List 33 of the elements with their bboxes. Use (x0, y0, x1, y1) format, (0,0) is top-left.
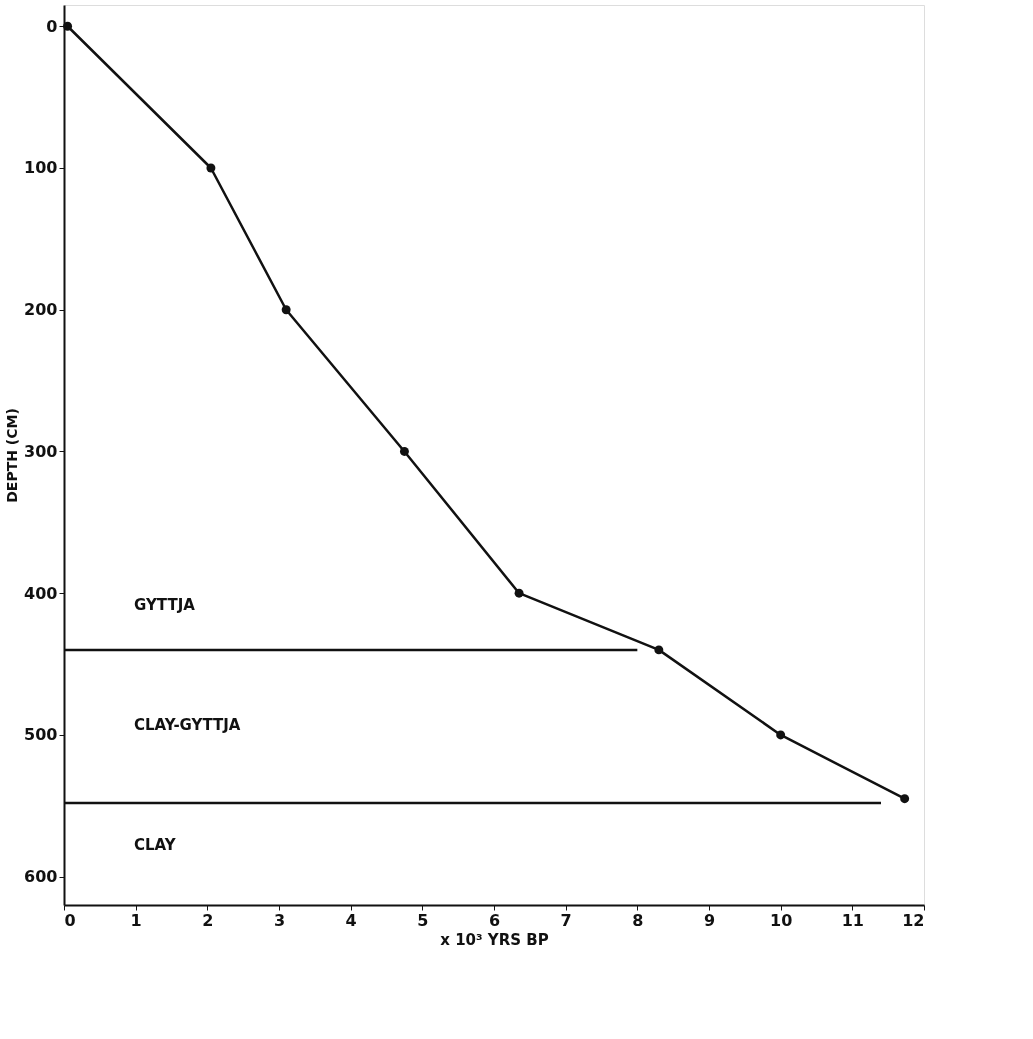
point (776, 730, 786, 740)
x-tick-label: 5 (417, 910, 429, 930)
y-tick-label: 400 (24, 583, 58, 603)
x-tick-label: 10 (770, 910, 793, 930)
y-tick-label: 600 (24, 867, 58, 887)
y-tick-label: 300 (24, 441, 58, 461)
point (63, 21, 73, 31)
x-tick-label: 11 (841, 910, 864, 930)
x-tick-label: 12 (902, 910, 925, 930)
x-axis-title: x 10³ YRS BP (440, 930, 549, 949)
y-tick-label: 0 (46, 16, 58, 36)
x-tick-label: 8 (632, 910, 644, 930)
y-tick-label: 500 (24, 725, 58, 745)
x-tick-label: 7 (560, 910, 572, 930)
point (654, 645, 664, 655)
annotation: CLAY (134, 836, 177, 854)
point (900, 794, 910, 804)
x-tick-label: 6 (488, 910, 501, 930)
annotation: GYTTJA (134, 596, 196, 614)
y-axis-title: DEPTH (CM) (4, 408, 21, 503)
y-tick-label: 100 (24, 158, 58, 178)
x-tick-label: 4 (345, 910, 357, 930)
x-tick-label: 1 (130, 910, 142, 930)
x-tick-label: 2 (202, 910, 214, 930)
x-tick-label: 3 (273, 910, 286, 930)
y-tick-label: 200 (24, 300, 58, 320)
point (281, 305, 291, 315)
point (206, 163, 216, 173)
x-tick-label: 9 (703, 910, 716, 930)
x-tick-label: 0 (64, 910, 76, 930)
annotation: CLAY-GYTTJA (134, 716, 241, 734)
point (399, 446, 409, 456)
point (514, 588, 524, 598)
